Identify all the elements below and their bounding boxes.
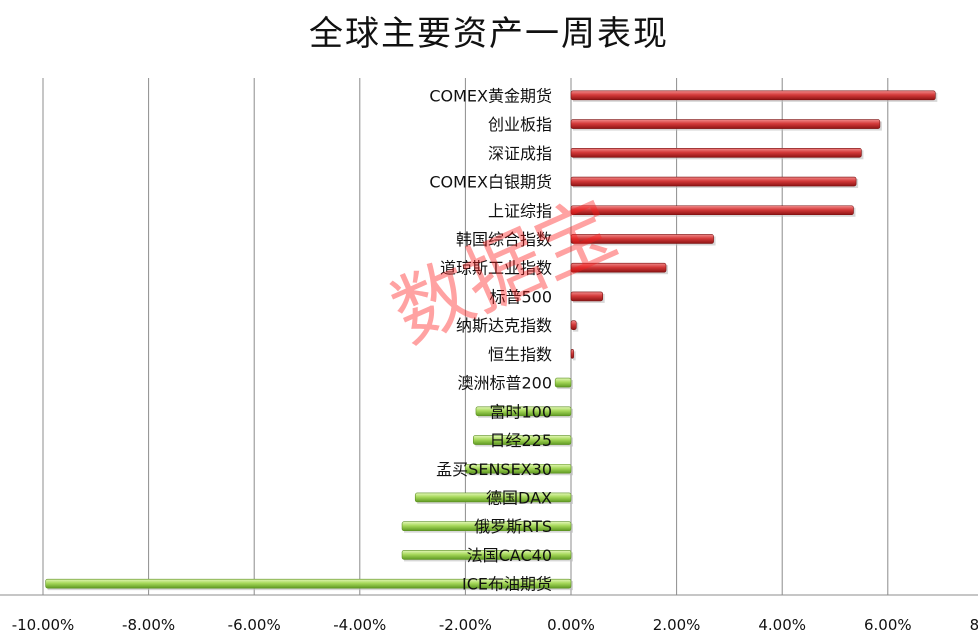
bar (570, 148, 862, 158)
chart-title: 全球主要资产一周表现 (309, 14, 669, 54)
bars (45, 90, 938, 591)
category-label: 富时100 (489, 402, 552, 421)
bar (45, 578, 572, 589)
x-tick-label: 8.00% (970, 616, 978, 634)
x-tick-labels: -10.00% -8.00% -6.00% -4.00% -2.00% 0.00% 2.00… (12, 616, 978, 634)
category-label: 俄罗斯RTS (474, 517, 552, 536)
category-label: COMEX黄金期货 (429, 86, 552, 105)
bar (401, 550, 572, 560)
bar (570, 262, 667, 273)
bar (554, 377, 572, 388)
category-label: 深证成指 (488, 144, 552, 163)
category-label: 孟买SENSEX30 (436, 460, 552, 479)
x-tick-label: -4.00% (333, 616, 386, 634)
category-label: 法国CAC40 (467, 546, 552, 565)
category-label: 澳洲标普200 (457, 374, 552, 393)
category-label: ICE布油期货 (462, 575, 552, 594)
category-label: 日经225 (489, 431, 552, 450)
x-tick-label: -8.00% (122, 616, 175, 634)
bar (570, 90, 936, 101)
x-tick-label: 4.00% (758, 616, 806, 634)
x-tick-label: 0.00% (547, 616, 595, 634)
bar (570, 320, 577, 330)
bar (570, 119, 881, 129)
bar-shadow (573, 351, 576, 361)
category-label: 上证综指 (488, 201, 552, 220)
bar (414, 492, 572, 503)
x-tick-label: -2.00% (439, 616, 492, 634)
category-label: 韩国综合指数 (456, 230, 552, 249)
bar (570, 349, 574, 359)
bar (570, 205, 854, 216)
bar (475, 406, 572, 417)
category-label: 道琼斯工业指数 (440, 259, 552, 278)
bar (401, 521, 572, 531)
bar (570, 234, 714, 244)
bar (465, 463, 572, 474)
gridlines (0, 78, 978, 596)
category-label: 创业板指 (488, 115, 552, 134)
category-label: 标普500 (489, 287, 552, 306)
bar (570, 291, 603, 302)
x-tick-label: -10.00% (12, 616, 75, 634)
x-tick-label: 6.00% (864, 616, 912, 634)
category-label: COMEX白银期货 (429, 173, 552, 192)
category-label: 恒生指数 (488, 345, 552, 364)
x-tick-label: -6.00% (228, 616, 281, 634)
bar (570, 176, 857, 187)
x-tick-label: 2.00% (653, 616, 701, 634)
bar (473, 435, 572, 445)
category-label: 德国DAX (486, 488, 552, 507)
category-label: 纳斯达克指数 (456, 316, 552, 335)
